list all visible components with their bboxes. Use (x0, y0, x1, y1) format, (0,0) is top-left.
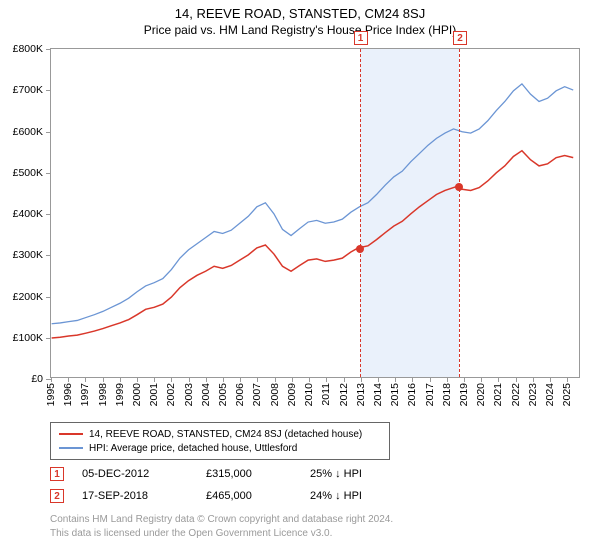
x-axis-label: 2005 (217, 383, 229, 406)
footer-line-2: This data is licensed under the Open Gov… (50, 527, 580, 541)
transactions-table: 1 05-DEC-2012 £315,000 25% ↓ HPI 2 17-SE… (50, 463, 580, 507)
table-row: 1 05-DEC-2012 £315,000 25% ↓ HPI (50, 463, 580, 485)
x-axis-label: 2007 (251, 383, 263, 406)
x-axis-label: 2001 (148, 383, 160, 406)
marker-dot-icon (356, 245, 364, 253)
y-axis-label: £100K (13, 332, 43, 344)
chart-plot-area: 12 £0£100K£200K£300K£400K£500K£600K£700K… (50, 48, 580, 378)
marker-line: 1 (360, 49, 361, 377)
x-axis-label: 2024 (544, 383, 556, 406)
series-line-hpi (52, 84, 574, 324)
x-axis-label: 2023 (527, 383, 539, 406)
x-axis-label: 2025 (561, 383, 573, 406)
x-axis-label: 1996 (62, 383, 74, 406)
y-axis-label: £300K (13, 249, 43, 261)
x-axis-label: 2012 (338, 383, 350, 406)
tx-diff: 25% ↓ HPI (310, 468, 430, 480)
x-axis-label: 1998 (97, 383, 109, 406)
x-axis-label: 2011 (320, 383, 332, 406)
tx-price: £315,000 (206, 468, 306, 480)
x-axis-label: 2021 (492, 383, 504, 406)
x-axis-label: 2015 (389, 383, 401, 406)
y-axis-label: £500K (13, 167, 43, 179)
tx-date: 05-DEC-2012 (82, 468, 202, 480)
series-line-price_paid (52, 151, 574, 338)
x-axis-label: 2020 (475, 383, 487, 406)
x-axis-label: 2013 (355, 383, 367, 406)
y-axis-label: £400K (13, 208, 43, 220)
x-axis-label: 1997 (79, 383, 91, 406)
marker-dot-icon (455, 183, 463, 191)
y-axis-label: £0 (31, 373, 43, 385)
x-axis-label: 2019 (458, 383, 470, 406)
legend-row-hpi: HPI: Average price, detached house, Uttl… (59, 441, 381, 455)
tx-price: £465,000 (206, 490, 306, 502)
tx-date: 17-SEP-2018 (82, 490, 202, 502)
x-axis-label: 1999 (114, 383, 126, 406)
legend-swatch-hpi (59, 447, 83, 449)
y-axis-label: £700K (13, 84, 43, 96)
x-axis-label: 2022 (510, 383, 522, 406)
x-axis-label: 2016 (406, 383, 418, 406)
y-axis-label: £600K (13, 126, 43, 138)
x-axis-label: 2009 (286, 383, 298, 406)
marker-box-icon: 1 (354, 31, 368, 45)
legend-row-price-paid: 14, REEVE ROAD, STANSTED, CM24 8SJ (deta… (59, 427, 381, 441)
x-axis-label: 1995 (45, 383, 57, 406)
chart-title: 14, REEVE ROAD, STANSTED, CM24 8SJ (0, 6, 600, 21)
marker-line: 2 (459, 49, 460, 377)
x-axis-label: 2014 (372, 383, 384, 406)
x-axis-label: 2017 (424, 383, 436, 406)
table-row: 2 17-SEP-2018 £465,000 24% ↓ HPI (50, 485, 580, 507)
x-axis-label: 2008 (269, 383, 281, 406)
x-axis-label: 2010 (303, 383, 315, 406)
tx-marker-icon: 2 (50, 489, 64, 503)
chart-subtitle: Price paid vs. HM Land Registry's House … (0, 23, 600, 37)
chart-lines-svg (51, 49, 579, 377)
x-axis-label: 2003 (183, 383, 195, 406)
x-axis-label: 2018 (441, 383, 453, 406)
footer-attribution: Contains HM Land Registry data © Crown c… (50, 513, 580, 540)
legend-label-hpi: HPI: Average price, detached house, Uttl… (89, 443, 297, 454)
y-axis-label: £800K (13, 43, 43, 55)
x-axis-label: 2006 (234, 383, 246, 406)
legend-label-price-paid: 14, REEVE ROAD, STANSTED, CM24 8SJ (deta… (89, 429, 362, 440)
x-axis-label: 2004 (200, 383, 212, 406)
marker-box-icon: 2 (453, 31, 467, 45)
legend-box: 14, REEVE ROAD, STANSTED, CM24 8SJ (deta… (50, 422, 390, 460)
tx-marker-icon: 1 (50, 467, 64, 481)
tx-diff: 24% ↓ HPI (310, 490, 430, 502)
x-axis-label: 2002 (165, 383, 177, 406)
y-axis-label: £200K (13, 291, 43, 303)
footer-line-1: Contains HM Land Registry data © Crown c… (50, 513, 580, 527)
legend-swatch-price-paid (59, 433, 83, 435)
x-axis-label: 2000 (131, 383, 143, 406)
